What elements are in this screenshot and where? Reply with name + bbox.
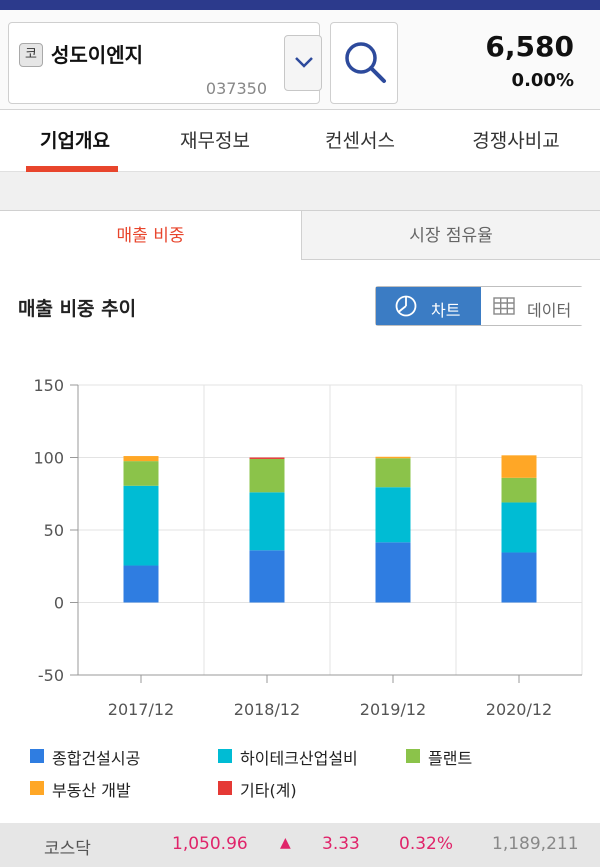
- stock-code: 037350: [205, 79, 267, 98]
- tab-competitor-compare[interactable]: 경쟁사비교: [472, 130, 560, 152]
- legend-swatch: [218, 749, 232, 763]
- bar-segment: [375, 456, 411, 459]
- legend-swatch: [218, 781, 232, 795]
- view-toggle: 차트 데이터: [375, 286, 583, 326]
- x-tick-label: 2017/12: [108, 700, 174, 719]
- market-badge: 코: [19, 43, 43, 67]
- tab-consensus[interactable]: 컨센서스: [325, 130, 395, 152]
- legend-label: 기타(계): [240, 781, 297, 800]
- tab-financial-info[interactable]: 재무정보: [180, 130, 250, 152]
- ticker-change-pct: 0.32%: [399, 834, 454, 854]
- search-button[interactable]: [330, 22, 398, 104]
- bar-segment: [249, 458, 285, 493]
- bar-segment: [123, 485, 159, 566]
- subtab-market-share[interactable]: 시장 점유율: [301, 210, 600, 260]
- bar-segment: [123, 461, 159, 486]
- bar-segment: [249, 550, 285, 603]
- stock-price: 6,580: [485, 30, 574, 63]
- x-tick-label: 2019/12: [360, 700, 426, 719]
- bar-segment: [501, 477, 537, 503]
- legend-label: 부동산 개발: [52, 781, 131, 800]
- y-tick-label: 100: [33, 449, 64, 468]
- ticker-volume: 1,189,211: [492, 834, 579, 854]
- section-divider: [0, 172, 600, 210]
- bar-segment: [123, 565, 159, 603]
- data-view-button[interactable]: 데이터: [481, 287, 583, 325]
- stock-selector[interactable]: 코 성도이엔지 037350: [8, 22, 322, 104]
- market-ticker[interactable]: 코스닥 1,050.96 ▲ 3.33 0.32% 1,189,211: [0, 823, 600, 867]
- y-tick-label: 150: [33, 376, 64, 395]
- x-tick-label: 2020/12: [486, 700, 552, 719]
- bar-segment: [123, 456, 159, 462]
- legend-label: 하이테크산업설비: [240, 749, 358, 768]
- chart-view-button[interactable]: 차트: [376, 287, 481, 325]
- ticker-index-name: 코스닥: [44, 839, 91, 859]
- subtab-sales-ratio[interactable]: 매출 비중: [0, 210, 301, 260]
- legend-label: 종합건설시공: [52, 749, 141, 768]
- legend-label: 플랜트: [428, 749, 473, 768]
- ticker-change: 3.33: [322, 834, 360, 854]
- stock-dropdown-button[interactable]: [284, 35, 322, 91]
- section-title: 매출 비중 추이: [18, 298, 137, 320]
- x-tick-label: 2018/12: [234, 700, 300, 719]
- sub-tabs: 매출 비중 시장 점유율: [0, 210, 600, 260]
- pie-chart-icon: [395, 295, 417, 317]
- table-grid-icon: [493, 297, 515, 315]
- chart-view-label: 차트: [431, 301, 461, 320]
- bar-segment: [501, 552, 537, 603]
- bar-segment: [249, 457, 285, 459]
- top-status-bar: [0, 0, 600, 10]
- y-tick-label: -50: [38, 666, 64, 685]
- bar-segment: [501, 455, 537, 478]
- sales-ratio-chart: 150 100 50 0 -50 2017/12 2018/12 2019/12 2020/12: [33, 376, 583, 719]
- stock-header: 코 성도이엔지 037350 6,580 0.00%: [0, 10, 600, 110]
- ticker-index-value: 1,050.96: [172, 834, 248, 854]
- bar-segment: [501, 502, 537, 553]
- bar-segment: [375, 487, 411, 543]
- main-tabs: 기업개요 재무정보 컨센서스 경쟁사비교: [0, 110, 600, 172]
- stock-change-pct: 0.00%: [511, 70, 574, 91]
- y-tick-label: 0: [54, 594, 64, 613]
- bar-segment: [249, 492, 285, 551]
- legend-swatch: [30, 781, 44, 795]
- legend-swatch: [30, 749, 44, 763]
- legend-swatch: [406, 749, 420, 763]
- data-view-label: 데이터: [527, 301, 572, 320]
- bar-segment: [375, 458, 411, 488]
- tab-company-overview[interactable]: 기업개요: [40, 130, 110, 152]
- bar-segment: [375, 542, 411, 603]
- active-tab-indicator: [26, 166, 118, 172]
- y-tick-label: 50: [44, 521, 64, 540]
- chevron-down-icon: [295, 57, 313, 68]
- search-icon: [345, 42, 386, 83]
- up-arrow-icon: ▲: [280, 835, 291, 851]
- stock-name: 성도이엔지: [51, 43, 143, 67]
